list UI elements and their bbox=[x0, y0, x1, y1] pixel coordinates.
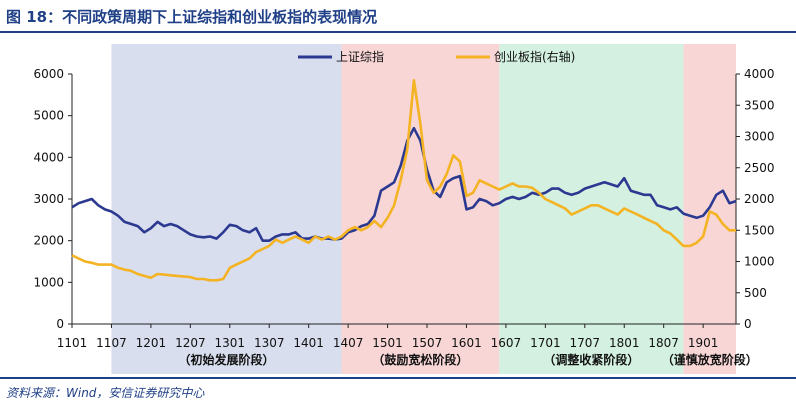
left-tick-label: 3000 bbox=[33, 192, 64, 206]
series-line-2 bbox=[71, 79, 736, 282]
title-rule bbox=[0, 31, 796, 33]
right-tick-label: 1000 bbox=[744, 255, 775, 269]
x-tick-label: 1107 bbox=[96, 336, 127, 350]
x-tick-label: 1707 bbox=[570, 336, 601, 350]
left-tick-label: 0 bbox=[56, 317, 64, 331]
right-tick-label: 4000 bbox=[744, 67, 775, 81]
left-tick-label: 1000 bbox=[33, 275, 64, 289]
right-tick-label: 3000 bbox=[744, 130, 775, 144]
right-tick-label: 2000 bbox=[744, 192, 775, 206]
x-tick-label: 1207 bbox=[175, 336, 206, 350]
legend-label-1: 上证综指 bbox=[336, 49, 384, 64]
x-tick-label: 1601 bbox=[451, 336, 482, 350]
left-tick-label: 5000 bbox=[33, 109, 64, 123]
x-tick-label: 1401 bbox=[293, 336, 324, 350]
x-tick-label: 1507 bbox=[412, 336, 443, 350]
x-tick-label: 1701 bbox=[530, 336, 561, 350]
phase-label-4: （谨慎放宽阶段） bbox=[662, 352, 758, 367]
x-tick-label: 1307 bbox=[254, 336, 285, 350]
phase-label-1: （初始发展阶段） bbox=[178, 352, 274, 367]
x-tick-label: 1201 bbox=[136, 336, 167, 350]
phase-band-3 bbox=[499, 44, 684, 374]
source-rule bbox=[0, 377, 796, 379]
x-tick-label: 1501 bbox=[372, 336, 403, 350]
left-tick-label: 4000 bbox=[33, 150, 64, 164]
legend-label-2: 创业板指(右轴) bbox=[494, 49, 575, 64]
series-line-1 bbox=[71, 126, 737, 242]
right-tick-label: 2500 bbox=[744, 161, 775, 175]
x-tick-label: 1801 bbox=[609, 336, 640, 350]
x-tick-label: 1101 bbox=[57, 336, 88, 350]
x-tick-label: 1607 bbox=[491, 336, 522, 350]
x-tick-label: 1807 bbox=[648, 336, 679, 350]
phase-band-1 bbox=[111, 44, 342, 374]
phase-band-2 bbox=[341, 44, 500, 374]
right-tick-label: 0 bbox=[744, 317, 752, 331]
x-tick-label: 1407 bbox=[333, 336, 364, 350]
x-tick-label: 1301 bbox=[215, 336, 246, 350]
right-tick-label: 3500 bbox=[744, 98, 775, 112]
x-tick-label: 1901 bbox=[688, 336, 719, 350]
left-tick-label: 6000 bbox=[33, 67, 64, 81]
right-tick-label: 1500 bbox=[744, 223, 775, 237]
chart-title: 图 18：不同政策周期下上证综指和创业板指的表现情况 bbox=[6, 8, 378, 26]
right-tick-label: 500 bbox=[744, 286, 767, 300]
phase-label-2: （鼓励宽松阶段） bbox=[372, 352, 468, 367]
left-tick-label: 2000 bbox=[33, 234, 64, 248]
phase-label-3: （调整收紧阶段） bbox=[543, 352, 639, 367]
source-note: 资料来源：Wind，安信证券研究中心 bbox=[6, 386, 205, 400]
